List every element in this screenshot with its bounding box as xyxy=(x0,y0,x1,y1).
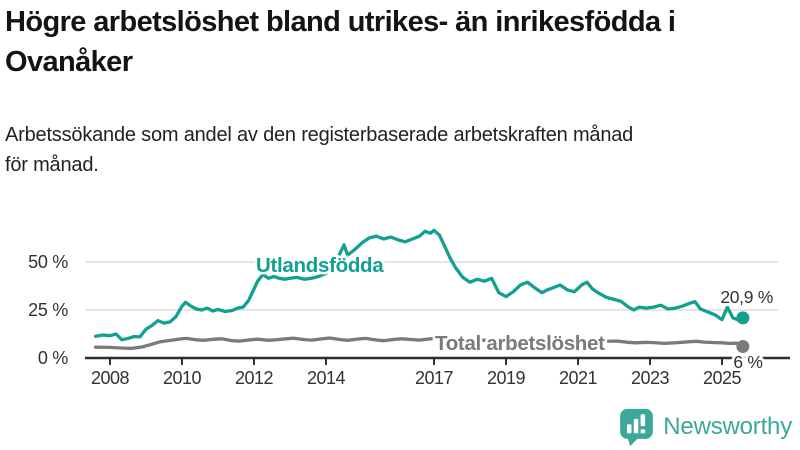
x-axis-label-2008: 2008 xyxy=(91,368,130,388)
newsworthy-wordmark: Newsworthy xyxy=(663,413,792,440)
y-axis-label-50: 50 % xyxy=(28,252,68,272)
exclamation-dot xyxy=(640,429,646,434)
series-line-utlandsf-dda xyxy=(93,228,745,342)
x-axis-label-2010: 2010 xyxy=(163,368,202,388)
exclamation-bar xyxy=(640,414,646,427)
bar-small xyxy=(627,424,632,434)
series-label-total-arbetsl-shet: Total arbetslöshet xyxy=(435,332,605,355)
x-axis-label-2012: 2012 xyxy=(235,368,274,388)
x-axis-label-2023: 2023 xyxy=(631,368,670,388)
chart-title: Högre arbetslöshet bland utrikes- än inr… xyxy=(5,6,676,78)
newsworthy-bar-chart-bubble-icon xyxy=(620,408,654,447)
series-line-total-arbetsl-shet xyxy=(93,336,745,351)
y-axis-label-0: 0 % xyxy=(38,348,68,368)
x-axis-label-2025: 2025 xyxy=(703,368,742,388)
series-end-dot-utlandsf-dda xyxy=(736,311,750,325)
bubble-tail xyxy=(627,437,640,447)
unemployment-line-chart: 0 % 25 % 50 % 2008 2010 2012 2014 2017 2019 2021 2… xyxy=(28,228,790,388)
end-value-label-total-arbetsl-shet: 6 % xyxy=(733,352,762,372)
chart-subtitle: Arbetssökande som andel av den registerb… xyxy=(5,124,634,176)
y-axis-label-25: 25 % xyxy=(28,300,68,320)
x-axis-label-2014: 2014 xyxy=(307,368,346,388)
end-value-label-utlandsf-dda: 20,9 % xyxy=(720,287,773,307)
newsworthy-logo: Newsworthy xyxy=(618,407,792,447)
x-axis-label-2021: 2021 xyxy=(559,368,598,388)
series-end-dot-total-arbetsl-shet xyxy=(736,339,750,353)
bar-tall xyxy=(634,418,639,434)
x-axis-label-2017: 2017 xyxy=(415,368,454,388)
series-label-utlandsf-dda: Utlandsfödda xyxy=(256,254,384,277)
x-axis-label-2019: 2019 xyxy=(487,368,526,388)
